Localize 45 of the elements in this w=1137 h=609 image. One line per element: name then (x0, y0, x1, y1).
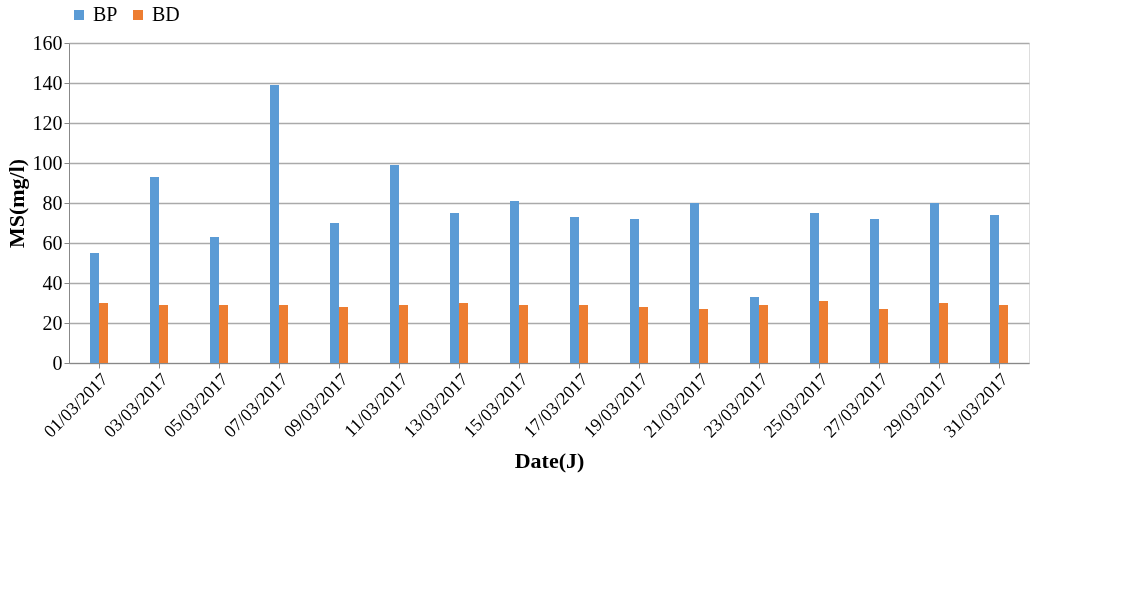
y-axis-title: MS(mg/l) (3, 158, 29, 249)
bar (219, 305, 228, 363)
bar (510, 201, 519, 363)
bar (90, 253, 99, 363)
y-tick-label: 20 (42, 311, 63, 334)
bar (159, 305, 168, 363)
bar (870, 219, 879, 363)
bar (519, 305, 528, 363)
bar (639, 307, 648, 363)
bar (939, 303, 948, 363)
bar (759, 305, 768, 363)
y-tick-label: 0 (52, 351, 63, 374)
bar (810, 213, 819, 363)
bar (270, 85, 279, 363)
y-tick-label: 160 (32, 31, 63, 54)
bar (399, 305, 408, 363)
bar (339, 307, 348, 363)
x-axis-title: Date(J) (514, 448, 585, 474)
bar (279, 305, 288, 363)
bar (930, 203, 939, 363)
y-tick-label: 40 (42, 271, 63, 294)
bar (750, 297, 759, 363)
bar (990, 215, 999, 363)
bar (999, 305, 1008, 363)
y-tick-label: 60 (42, 231, 63, 254)
legend-label: BP (93, 3, 118, 25)
bar (579, 305, 588, 363)
bar (690, 203, 699, 363)
y-tick-label: 140 (32, 71, 63, 94)
bar (570, 217, 579, 363)
legend-label: BD (152, 3, 180, 25)
bar (330, 223, 339, 363)
bar (819, 301, 828, 363)
bar (150, 177, 159, 363)
y-tick-label: 100 (32, 151, 63, 174)
bar (210, 237, 219, 363)
bar (99, 303, 108, 363)
bar (879, 309, 888, 363)
y-tick-label: 80 (42, 191, 63, 214)
bar (630, 219, 639, 363)
bar (459, 303, 468, 363)
bar (450, 213, 459, 363)
y-tick-label: 120 (32, 111, 63, 134)
bar (699, 309, 708, 363)
bar (390, 165, 399, 363)
